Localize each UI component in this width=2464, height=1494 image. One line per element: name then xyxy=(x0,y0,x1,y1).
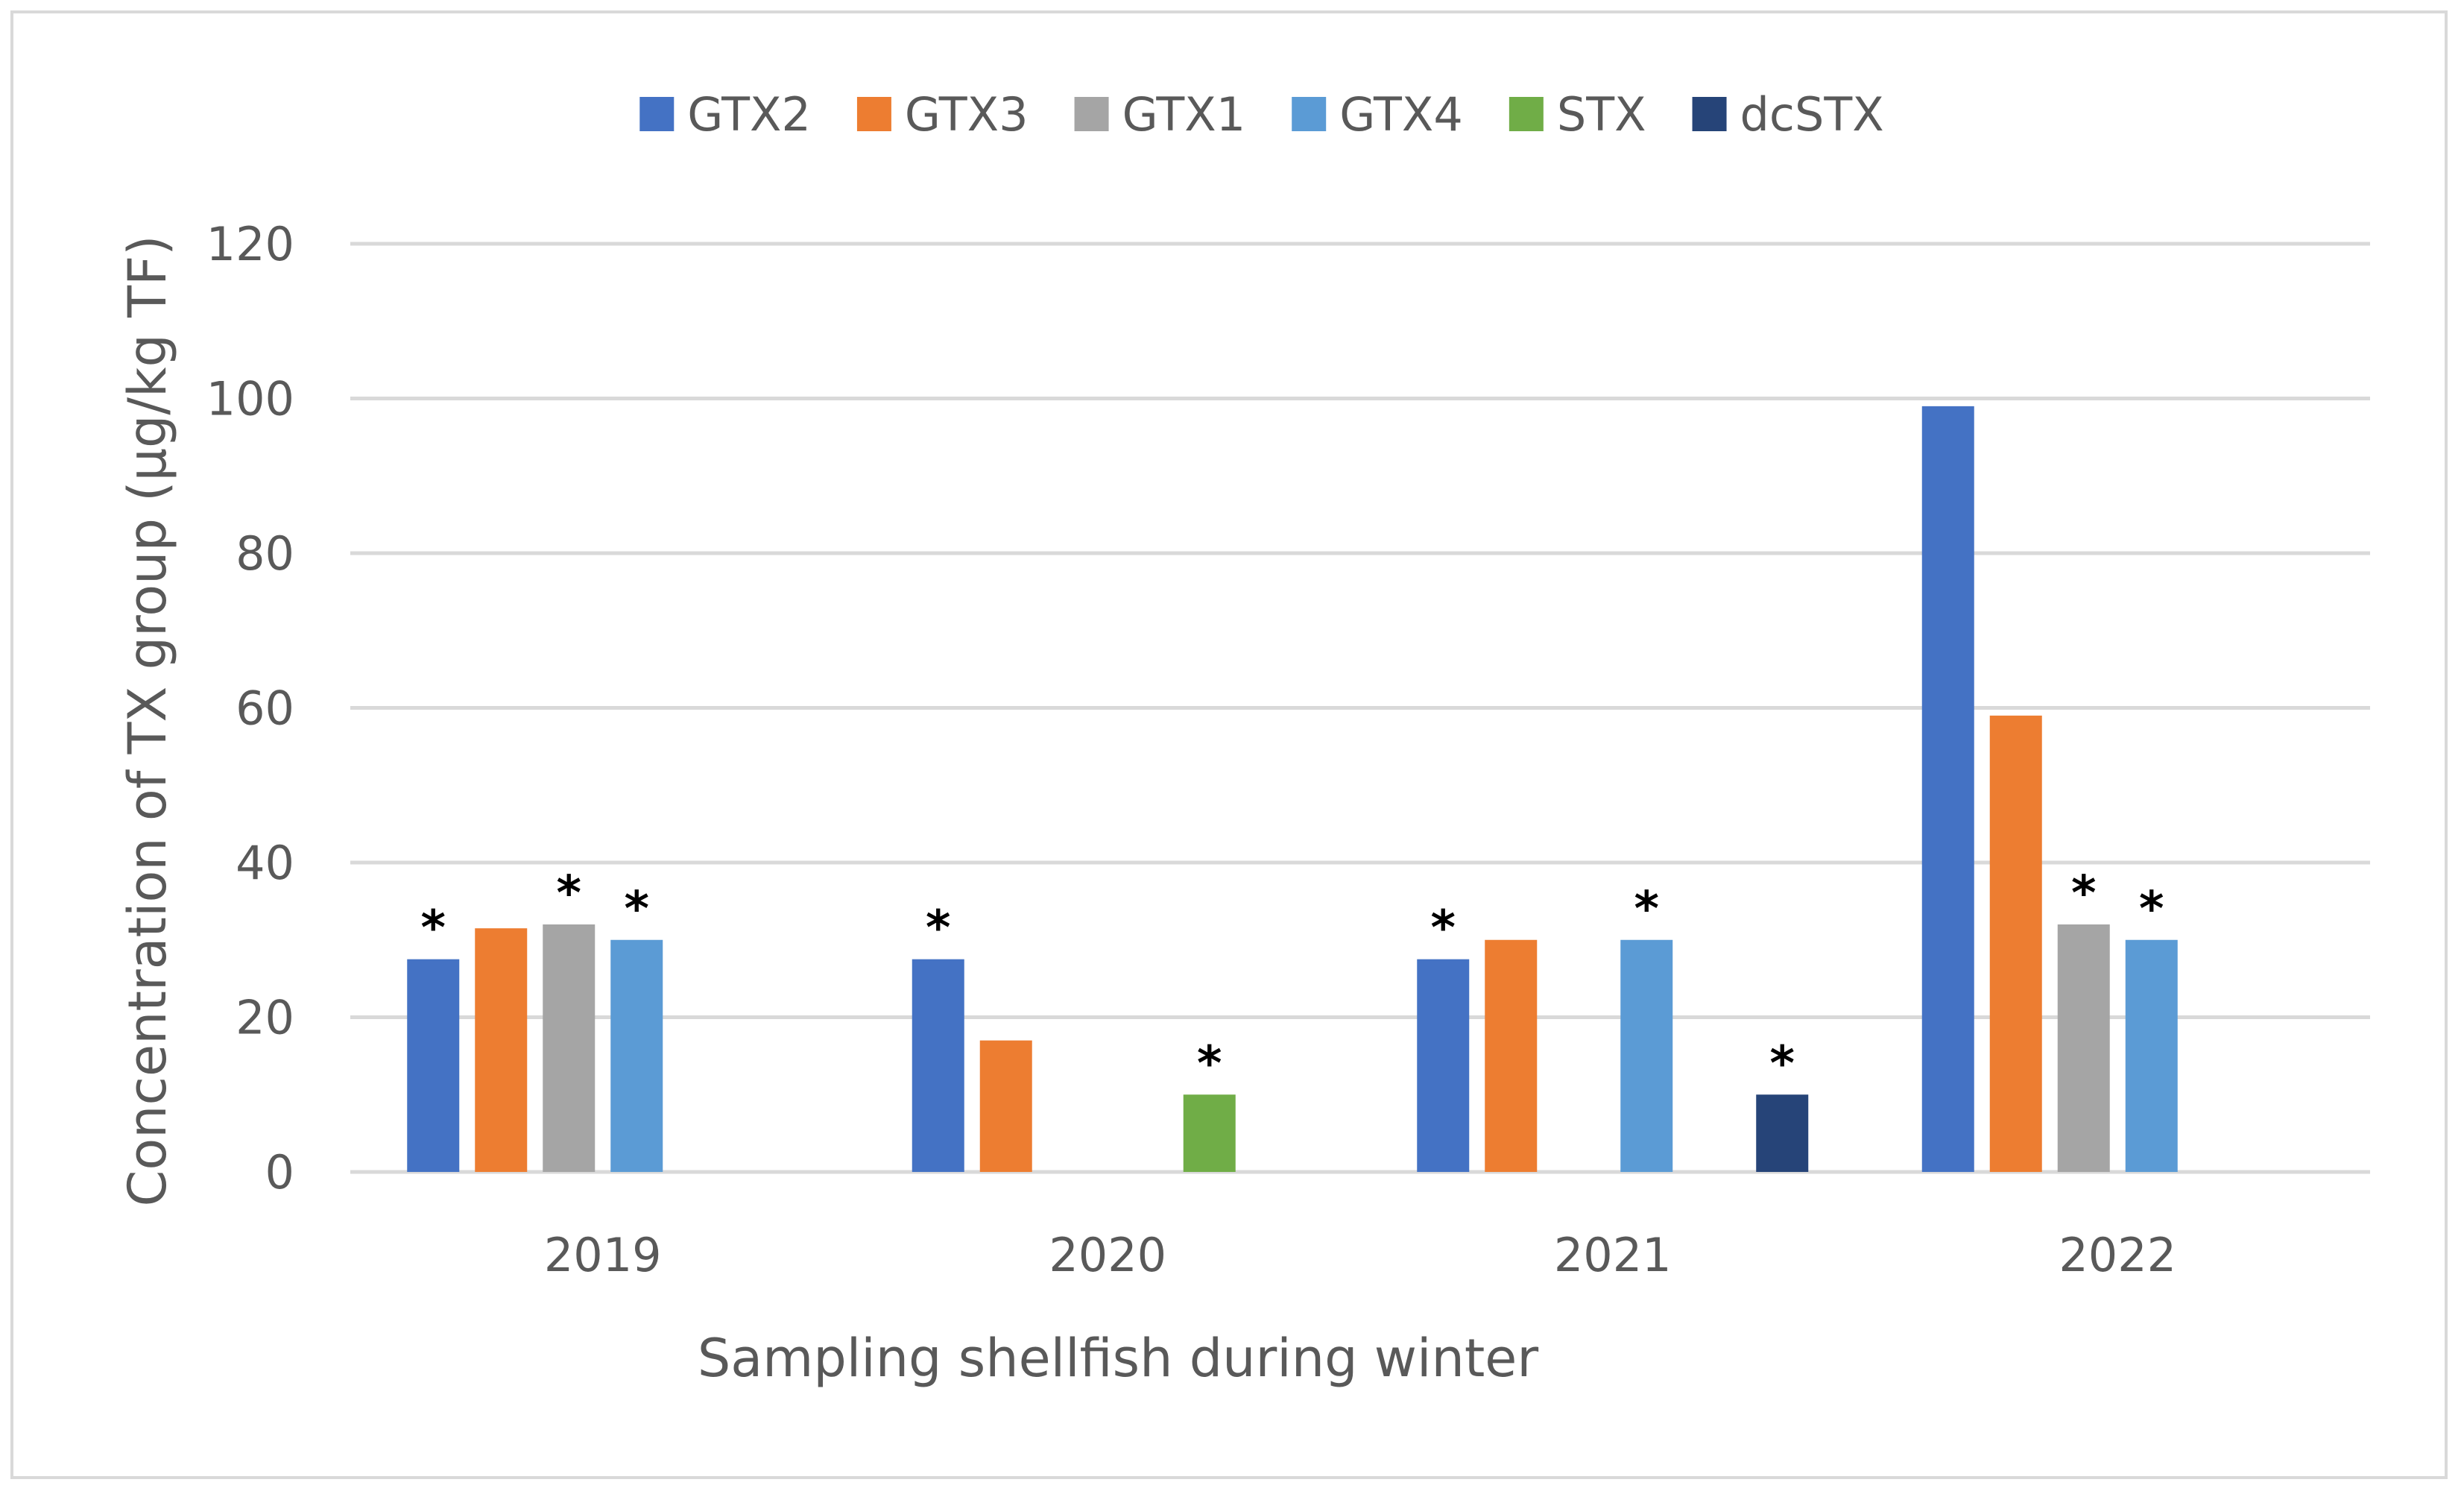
bar-gtx1-2019 xyxy=(543,924,596,1172)
x-tick-label: 2019 xyxy=(544,1228,662,1282)
bars xyxy=(407,406,2178,1172)
bar-gtx2-2022 xyxy=(1921,406,1974,1172)
asterisk-marker: * xyxy=(557,866,581,921)
y-axis-ticks: 0 20 40 60 80 100 120 xyxy=(206,217,294,1200)
legend: GTX2 GTX3 GTX1 GTX4 STX dcSTX xyxy=(639,87,1884,142)
asterisks: * * * * * * * * * * xyxy=(421,866,2164,1091)
y-axis-title: Concentration of TX group (µg/kg TF) xyxy=(117,235,178,1206)
asterisk-marker: * xyxy=(421,901,446,956)
legend-swatch-gtx4 xyxy=(1292,97,1327,131)
asterisk-marker: * xyxy=(926,901,950,956)
legend-swatch-gtx2 xyxy=(639,97,675,131)
legend-swatch-dcstx xyxy=(1692,97,1727,131)
x-tick-label: 2022 xyxy=(2059,1228,2176,1282)
legend-swatch-gtx3 xyxy=(856,97,891,131)
legend-swatch-stx xyxy=(1509,97,1544,131)
legend-swatch-gtx1 xyxy=(1074,97,1109,131)
x-tick-label: 2020 xyxy=(1049,1228,1166,1282)
y-tick-label: 100 xyxy=(206,372,294,426)
legend-label: GTX2 xyxy=(687,87,811,142)
asterisk-marker: * xyxy=(1770,1036,1795,1091)
bar-gtx2-2019 xyxy=(407,959,460,1172)
bar-gtx2-2020 xyxy=(912,959,964,1172)
y-tick-label: 0 xyxy=(265,1145,294,1200)
y-tick-label: 80 xyxy=(236,526,294,581)
y-tick-label: 120 xyxy=(206,217,294,271)
bar-dcstx-2021 xyxy=(1756,1094,1809,1172)
bar-gtx3-2021 xyxy=(1485,939,1538,1172)
legend-label: STX xyxy=(1557,87,1646,142)
bar-gtx4-2021 xyxy=(1620,939,1673,1172)
bar-gtx3-2019 xyxy=(475,928,528,1172)
legend-label: GTX1 xyxy=(1122,87,1246,142)
bar-gtx2-2021 xyxy=(1417,959,1470,1172)
asterisk-marker: * xyxy=(2071,866,2096,921)
bar-gtx4-2019 xyxy=(610,939,663,1172)
bar-stx-2020 xyxy=(1183,1094,1236,1172)
x-axis-title: Sampling shellfish during winter xyxy=(698,1328,1539,1389)
x-tick-label: 2021 xyxy=(1554,1228,1672,1282)
legend-label: GTX4 xyxy=(1339,87,1463,142)
y-tick-label: 40 xyxy=(236,836,294,890)
x-axis-ticks: 2019 2020 2021 2022 xyxy=(544,1228,2176,1282)
asterisk-marker: * xyxy=(1197,1036,1222,1091)
asterisk-marker: * xyxy=(625,882,649,937)
bar-gtx3-2020 xyxy=(979,1040,1032,1172)
asterisk-marker: * xyxy=(2139,882,2164,937)
y-tick-label: 20 xyxy=(236,991,294,1045)
bar-gtx3-2022 xyxy=(1989,715,2042,1172)
bar-gtx4-2022 xyxy=(2125,939,2178,1172)
asterisk-marker: * xyxy=(1431,901,1456,956)
bar-gtx1-2022 xyxy=(2057,924,2110,1172)
legend-label: GTX3 xyxy=(905,87,1029,142)
y-tick-label: 60 xyxy=(236,681,294,736)
asterisk-marker: * xyxy=(1634,882,1659,937)
legend-label: dcSTX xyxy=(1740,87,1884,142)
